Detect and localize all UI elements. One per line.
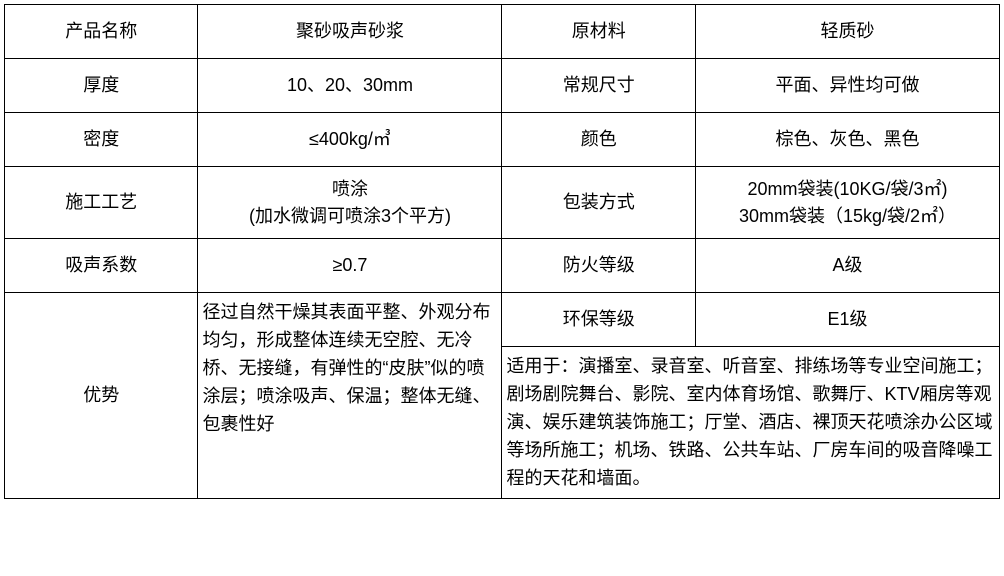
label-density: 密度 xyxy=(5,113,198,167)
value-color: 棕色、灰色、黑色 xyxy=(695,113,999,167)
table-row: 施工工艺 喷涂 (加水微调可喷涂3个平方) 包装方式 20mm袋装(10KG/袋… xyxy=(5,167,1000,239)
label-packaging: 包装方式 xyxy=(502,167,695,239)
table-row: 吸声系数 ≥0.7 防火等级 A级 xyxy=(5,239,1000,293)
value-density: ≤400kg/㎥ xyxy=(198,113,502,167)
label-absorption-coefficient: 吸声系数 xyxy=(5,239,198,293)
label-advantage: 优势 xyxy=(5,293,198,499)
product-spec-table: 产品名称 聚砂吸声砂浆 原材料 轻质砂 厚度 10、20、30mm 常规尺寸 平… xyxy=(4,4,1000,499)
value-fire-rating: A级 xyxy=(695,239,999,293)
label-construction-process: 施工工艺 xyxy=(5,167,198,239)
value-construction-process: 喷涂 (加水微调可喷涂3个平方) xyxy=(198,167,502,239)
value-application: 适用于：演播室、录音室、听音室、排练场等专业空间施工；剧场剧院舞台、影院、室内体… xyxy=(502,347,1000,499)
value-advantage: 径过自然干燥其表面平整、外观分布均匀，形成整体连续无空腔、无冷桥、无接缝，有弹性… xyxy=(198,293,502,499)
label-standard-size: 常规尺寸 xyxy=(502,59,695,113)
table-row: 厚度 10、20、30mm 常规尺寸 平面、异性均可做 xyxy=(5,59,1000,113)
label-product-name: 产品名称 xyxy=(5,5,198,59)
table-row: 产品名称 聚砂吸声砂浆 原材料 轻质砂 xyxy=(5,5,1000,59)
value-product-name: 聚砂吸声砂浆 xyxy=(198,5,502,59)
value-thickness: 10、20、30mm xyxy=(198,59,502,113)
label-fire-rating: 防火等级 xyxy=(502,239,695,293)
label-raw-material: 原材料 xyxy=(502,5,695,59)
value-standard-size: 平面、异性均可做 xyxy=(695,59,999,113)
label-color: 颜色 xyxy=(502,113,695,167)
value-packaging: 20mm袋装(10KG/袋/3㎡) 30mm袋装（15kg/袋/2㎡） xyxy=(695,167,999,239)
table-row: 优势 径过自然干燥其表面平整、外观分布均匀，形成整体连续无空腔、无冷桥、无接缝，… xyxy=(5,293,1000,347)
label-environmental-grade: 环保等级 xyxy=(502,293,695,347)
label-thickness: 厚度 xyxy=(5,59,198,113)
value-raw-material: 轻质砂 xyxy=(695,5,999,59)
table-row: 密度 ≤400kg/㎥ 颜色 棕色、灰色、黑色 xyxy=(5,113,1000,167)
value-environmental-grade: E1级 xyxy=(695,293,999,347)
value-absorption-coefficient: ≥0.7 xyxy=(198,239,502,293)
